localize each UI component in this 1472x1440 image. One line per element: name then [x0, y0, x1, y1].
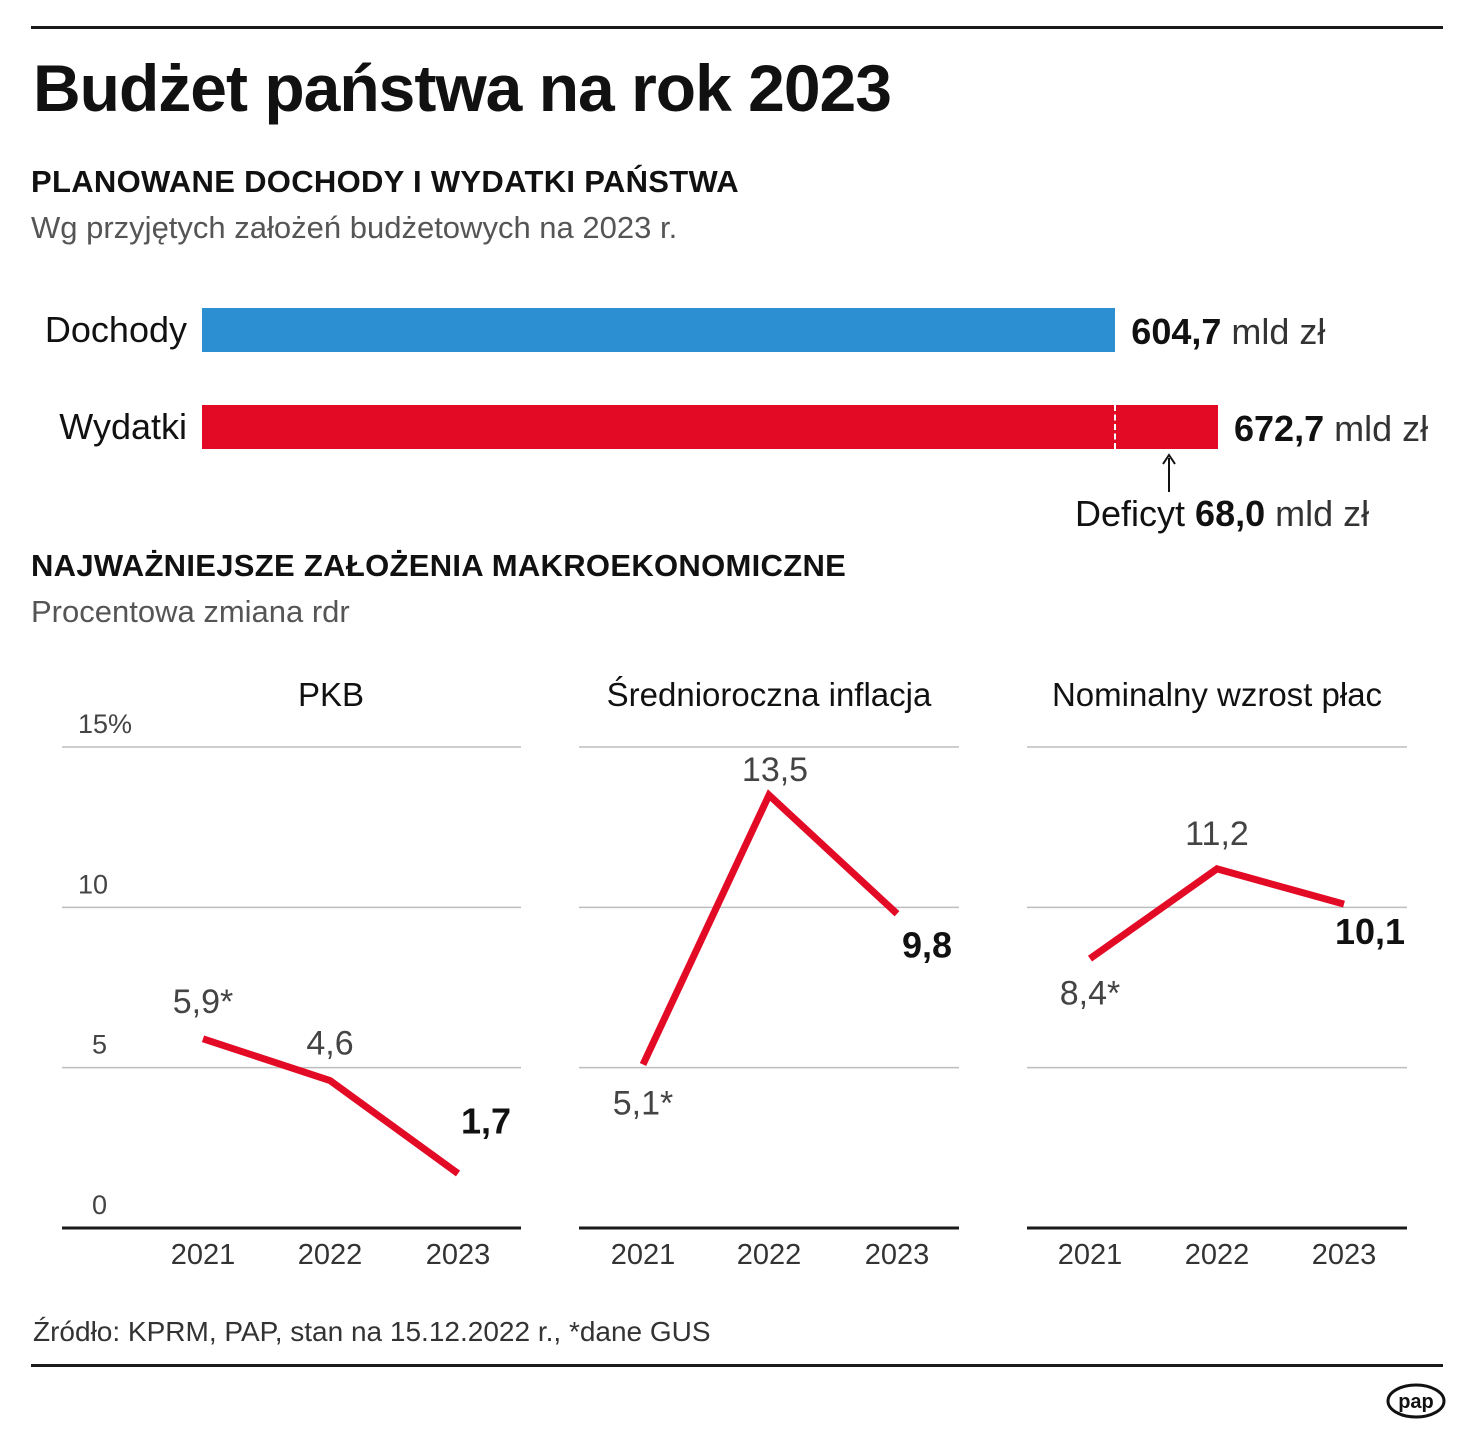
chart-2-data-label: 9,8 — [902, 925, 952, 966]
chart-1-ytick-label: 5 — [92, 1030, 107, 1060]
chart-3-data-label: 10,1 — [1335, 911, 1405, 952]
chart-3-title: Nominalny wzrost płac — [1052, 676, 1382, 713]
chart-3-data-label: 11,2 — [1185, 815, 1249, 853]
chart-2-xtick-label: 2022 — [737, 1239, 802, 1271]
chart-2-data-label: 5,1* — [613, 1084, 674, 1122]
pap-logo: pap — [1386, 1383, 1446, 1419]
deficit-label: Deficyt 68,0 mld zł — [1075, 493, 1370, 534]
deficit-divider — [1114, 405, 1117, 449]
chart-3-xtick-label: 2022 — [1185, 1239, 1250, 1271]
chart-3-xtick-label: 2023 — [1312, 1239, 1377, 1271]
deficit-arrow-icon — [1162, 453, 1177, 492]
chart-3-series-line — [1087, 865, 1345, 962]
value-label-dochody: 604,7 mld zł — [1131, 311, 1326, 352]
bar-label-wydatki: Wydatki — [59, 406, 187, 447]
footer-source: Źródło: KPRM, PAP, stan na 15.12.2022 r.… — [33, 1316, 711, 1347]
macro-heading: NAJWAŻNIEJSZE ZAŁOŻENIA MAKROEKONOMICZNE — [31, 548, 847, 583]
bar-label-dochody: Dochody — [44, 309, 187, 350]
chart-1-xtick-label: 2023 — [426, 1239, 491, 1271]
top-rule — [31, 26, 1443, 29]
bottom-rule — [31, 1364, 1443, 1367]
macro-line-charts: PKB 2021 2022 2023 0 5 10 15% 5,9* 4,6 1,7 Średnior… — [62, 675, 1407, 1271]
budget-subheading: Wg przyjętych założeń budżetowych na 202… — [31, 210, 678, 245]
chart-1-xtick-label: 2022 — [298, 1239, 363, 1271]
chart-1-series-line — [201, 1035, 461, 1177]
chart-2-data-label: 13,5 — [742, 751, 808, 789]
chart-2-xtick-label: 2023 — [865, 1239, 930, 1271]
chart-1-xtick-label: 2021 — [171, 1239, 236, 1271]
chart-3-data-label: 8,4* — [1060, 975, 1121, 1013]
macro-subheading: Procentowa zmiana rdr — [31, 594, 350, 629]
budget-heading: PLANOWANE DOCHODY I WYDATKI PAŃSTWA — [31, 164, 739, 199]
chart-1-ytick-label: 10 — [78, 869, 108, 899]
chart-2-title: Średnioroczna inflacja — [607, 675, 932, 713]
svg-text:pap: pap — [1398, 1391, 1434, 1413]
chart-2-xtick-label: 2021 — [611, 1239, 676, 1271]
chart-1-data-label: 5,9* — [173, 983, 234, 1021]
chart-1-data-label: 1,7 — [461, 1100, 511, 1141]
chart-1-ytick-label: 0 — [92, 1190, 107, 1220]
chart-1-data-label: 4,6 — [306, 1024, 353, 1062]
value-label-wydatki: 672,7 mld zł — [1234, 408, 1429, 449]
bar-dochody — [202, 308, 1116, 352]
chart-1-title: PKB — [298, 676, 364, 713]
chart-3-xtick-label: 2021 — [1058, 1239, 1123, 1271]
page-title: Budżet państwa na rok 2023 — [33, 51, 892, 125]
bar-wydatki — [202, 405, 1218, 449]
chart-2-series-line — [639, 789, 900, 1066]
chart-1-ytick-label: 15% — [78, 709, 132, 739]
